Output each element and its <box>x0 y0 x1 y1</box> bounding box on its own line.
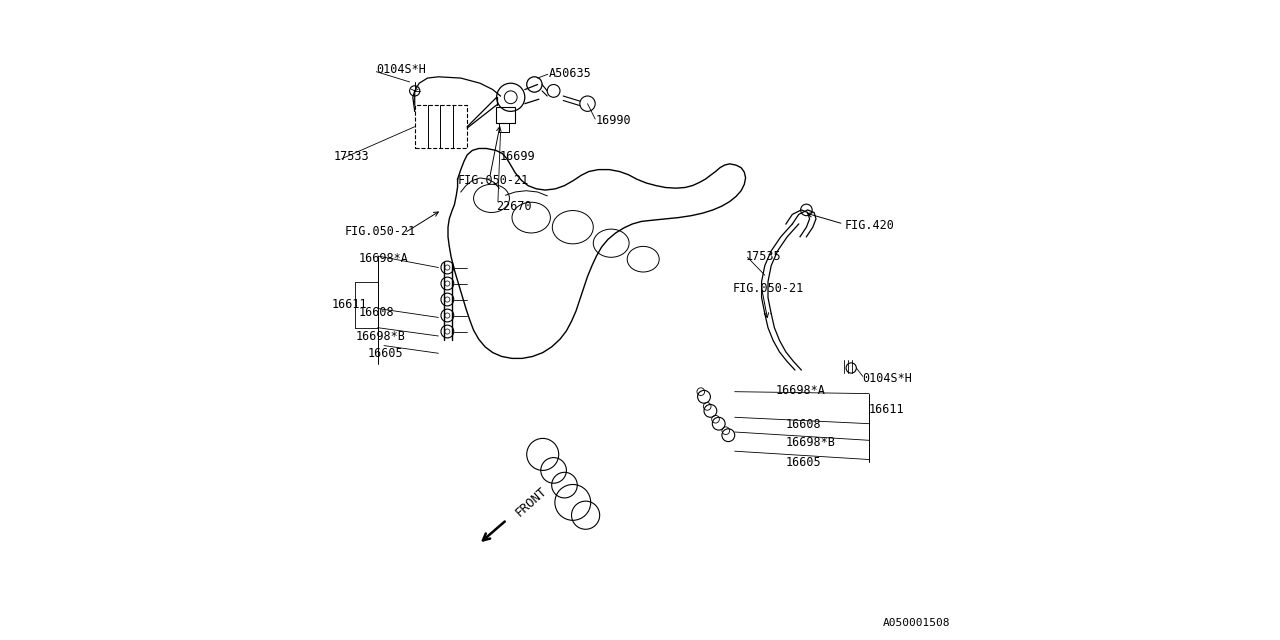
Text: 22670: 22670 <box>497 200 531 212</box>
Text: 16698*A: 16698*A <box>776 384 826 397</box>
Text: 16699: 16699 <box>499 150 535 163</box>
Text: 16611: 16611 <box>332 298 367 311</box>
Text: 16698*B: 16698*B <box>356 330 404 342</box>
Text: A50635: A50635 <box>549 67 591 80</box>
Text: 0104S*H: 0104S*H <box>376 63 426 76</box>
Text: FIG.050-21: FIG.050-21 <box>458 174 529 187</box>
Text: 16605: 16605 <box>369 347 403 360</box>
Text: 17533: 17533 <box>333 150 369 163</box>
Text: 0104S*H: 0104S*H <box>863 372 913 385</box>
Text: A050001508: A050001508 <box>883 618 950 628</box>
Text: 16698*A: 16698*A <box>358 252 408 265</box>
Text: FRONT: FRONT <box>513 485 550 520</box>
Text: 16698*B: 16698*B <box>786 436 836 449</box>
Text: 16608: 16608 <box>358 306 394 319</box>
Text: FIG.420: FIG.420 <box>845 219 895 232</box>
Text: 16611: 16611 <box>869 403 905 416</box>
Text: 17535: 17535 <box>745 250 781 262</box>
Text: FIG.050-21: FIG.050-21 <box>344 225 416 238</box>
Text: FIG.050-21: FIG.050-21 <box>732 282 804 294</box>
Text: 16605: 16605 <box>786 456 822 468</box>
Text: 16990: 16990 <box>595 114 631 127</box>
Text: 16608: 16608 <box>786 419 822 431</box>
